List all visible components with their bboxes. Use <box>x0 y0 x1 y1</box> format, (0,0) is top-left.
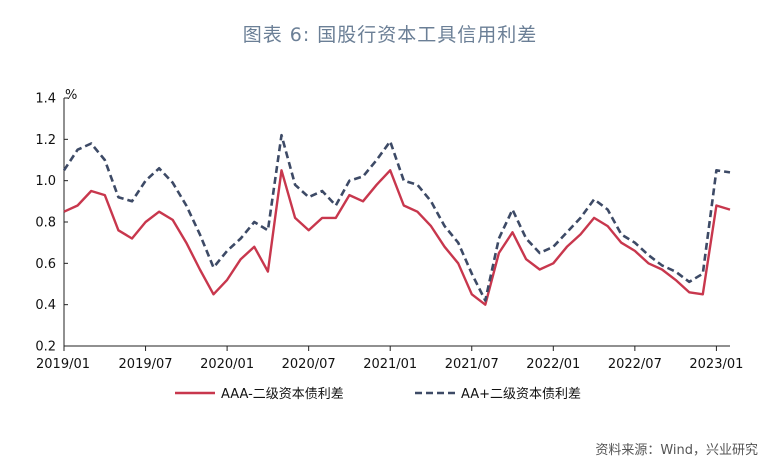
series-layer <box>62 133 731 306</box>
y-tick-label: 0.8 <box>35 216 56 231</box>
y-unit-label: % <box>65 88 77 103</box>
x-tick-label: 2023/01 <box>689 357 743 372</box>
legend-label-2: AA+二级资本债利差 <box>461 387 581 402</box>
series-line-1 <box>63 169 731 306</box>
chart-title: 图表 6: 国股行资本工具信用利差 <box>242 24 538 46</box>
y-tick-label: 0.2 <box>35 340 56 355</box>
legend: AAA-二级资本债利差 AA+二级资本债利差 <box>175 387 581 402</box>
y-tick-label: 1.4 <box>35 92 56 107</box>
x-tick-label: 2020/07 <box>282 357 336 372</box>
x-tick-label: 2019/07 <box>119 357 173 372</box>
x-tick-label: 2021/07 <box>445 357 499 372</box>
y-tick-label: 0.6 <box>35 257 56 272</box>
y-tick-label: 1.0 <box>35 174 56 189</box>
y-tick-label: 1.2 <box>35 133 56 148</box>
x-tick-label: 2020/01 <box>200 357 254 372</box>
axes: 0.2 0.4 0.6 0.8 1.0 1.2 1.4 % 2019/01 2019/07 2020… <box>35 88 743 372</box>
series-line-2 <box>62 133 731 302</box>
x-tick-label: 2019/01 <box>36 357 90 372</box>
y-tick-label: 0.4 <box>35 298 56 313</box>
x-tick-label: 2021/01 <box>363 357 417 372</box>
legend-label-1: AAA-二级资本债利差 <box>221 387 344 402</box>
x-tick-label: 2022/07 <box>608 357 662 372</box>
x-tick-label: 2022/01 <box>526 357 580 372</box>
source-note: 资料来源：Wind，兴业研究 <box>595 443 758 458</box>
